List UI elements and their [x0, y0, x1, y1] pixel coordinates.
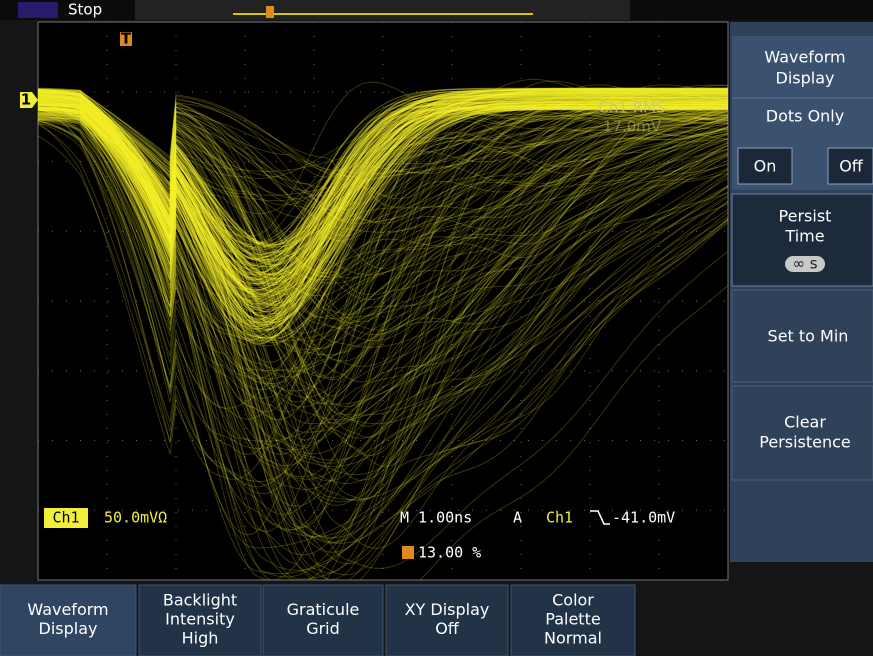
measurement-value: 17.0mV — [603, 118, 662, 136]
bottom-button-label[interactable]: XY Display — [405, 600, 490, 619]
persist-time-label[interactable]: Time — [784, 227, 824, 246]
dots-only-label: Dots Only — [766, 107, 844, 126]
trigger-position-icon — [402, 546, 414, 559]
acquisition-status: Stop — [68, 1, 102, 19]
brand-badge — [18, 2, 58, 18]
timebase-readout: M 1.00ns — [400, 509, 472, 527]
oscilloscope-screen: Stop Waveform Display Dots Only On Off P… — [0, 0, 873, 656]
bottom-button-label[interactable]: Color — [552, 591, 594, 610]
on-option[interactable]: On — [754, 157, 777, 176]
record-trigger-marker — [266, 6, 274, 18]
bottom-menu: WaveformDisplay BacklightIntensityHigh Gra… — [0, 585, 635, 656]
measurement-label: Ch1 RMS — [598, 99, 665, 117]
persist-time-value[interactable]: ∞ s — [792, 255, 817, 273]
trigger-position: 13.00 % — [418, 544, 481, 562]
menu-title: Waveform — [764, 48, 845, 67]
bottom-button-label[interactable]: Graticule — [287, 600, 360, 619]
scale-readout: 50.0mVΩ — [104, 509, 167, 527]
bottom-button-label[interactable]: Off — [435, 619, 460, 638]
bottom-button-label[interactable]: Display — [39, 619, 98, 638]
set-to-min[interactable]: Set to Min — [768, 327, 849, 346]
trigger-marker-label: T — [121, 30, 132, 48]
clear-persistence[interactable]: Persistence — [759, 433, 851, 452]
bottom-button-label[interactable]: Grid — [306, 619, 340, 638]
bottom-button-label[interactable]: Normal — [544, 629, 602, 648]
record-bar — [135, 0, 630, 20]
bottom-button-label[interactable]: Intensity — [165, 610, 235, 629]
bottom-button-label[interactable]: Palette — [545, 610, 600, 629]
menu-title: Display — [776, 69, 835, 88]
trigger-mode: A — [513, 509, 522, 527]
clear-persistence[interactable]: Clear — [784, 413, 826, 432]
trigger-source: Ch1 — [546, 509, 573, 527]
trigger-level: -41.0mV — [612, 509, 675, 527]
bottom-button-label[interactable]: Waveform — [27, 600, 108, 619]
bottom-button-label[interactable]: High — [182, 629, 219, 648]
bottom-button-label[interactable]: Backlight — [163, 591, 237, 610]
channel-marker-label: 1 — [21, 91, 31, 109]
off-option[interactable]: Off — [839, 157, 864, 176]
channel-readout: Ch1 — [52, 509, 79, 527]
persist-time-label[interactable]: Persist — [779, 207, 832, 226]
